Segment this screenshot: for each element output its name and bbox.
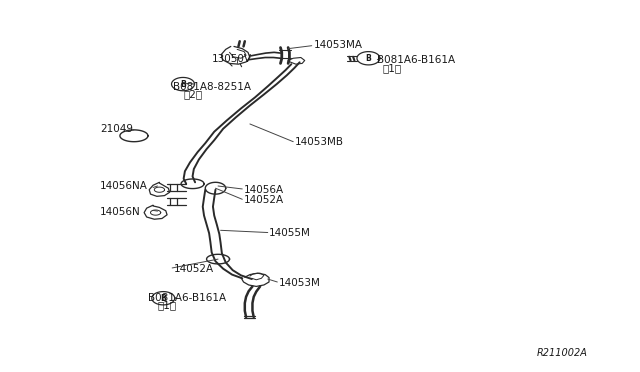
Text: 13050V: 13050V — [212, 54, 252, 64]
Text: R211002A: R211002A — [537, 348, 588, 358]
Text: （2）: （2） — [184, 89, 203, 99]
Text: 14052A: 14052A — [244, 195, 284, 205]
Text: （1）: （1） — [383, 64, 401, 74]
Text: 21049: 21049 — [100, 124, 133, 134]
Text: 14056N: 14056N — [100, 207, 141, 217]
Text: B081A6-B161A: B081A6-B161A — [148, 292, 226, 302]
Text: 14053MA: 14053MA — [314, 40, 363, 50]
Text: 14056NA: 14056NA — [100, 181, 148, 191]
Text: B: B — [365, 54, 371, 63]
Text: 14052A: 14052A — [173, 264, 214, 274]
Text: B: B — [161, 294, 166, 303]
Text: B081A6-B161A: B081A6-B161A — [378, 55, 456, 65]
Text: B: B — [180, 80, 186, 89]
Text: 14053MB: 14053MB — [294, 137, 344, 147]
Text: 14053M: 14053M — [278, 278, 321, 288]
Text: 14056A: 14056A — [244, 185, 284, 195]
Text: （1）: （1） — [157, 300, 177, 310]
Text: 14055M: 14055M — [269, 228, 311, 238]
Text: B081A8-8251A: B081A8-8251A — [173, 82, 252, 92]
